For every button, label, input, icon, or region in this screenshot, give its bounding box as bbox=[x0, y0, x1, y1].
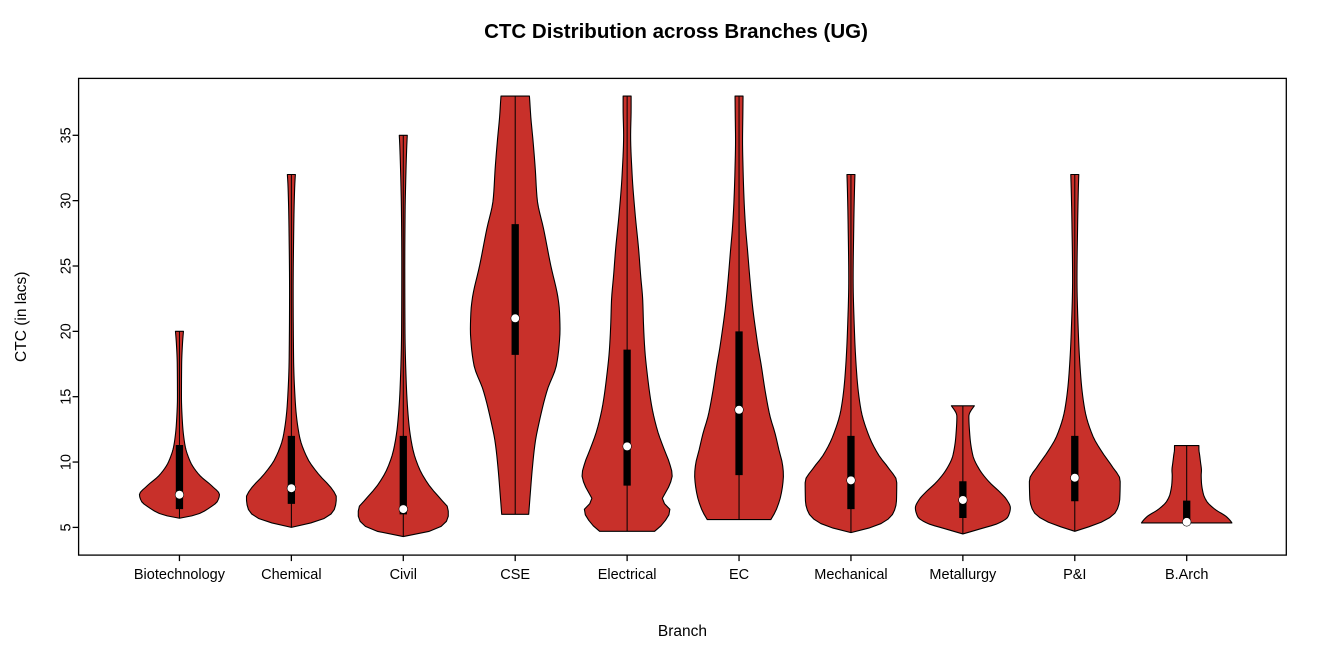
svg-text:Biotechnology: Biotechnology bbox=[134, 567, 226, 583]
svg-text:20: 20 bbox=[58, 323, 74, 339]
svg-text:CTC (in lacs): CTC (in lacs) bbox=[13, 272, 30, 362]
svg-text:EC: EC bbox=[729, 567, 749, 583]
svg-text:Branch: Branch bbox=[658, 623, 707, 640]
svg-text:15: 15 bbox=[58, 389, 74, 405]
svg-text:25: 25 bbox=[58, 258, 74, 274]
svg-text:Metallurgy: Metallurgy bbox=[929, 567, 997, 583]
svg-text:Civil: Civil bbox=[390, 567, 417, 583]
svg-text:35: 35 bbox=[58, 127, 74, 143]
svg-text:10: 10 bbox=[58, 454, 74, 470]
svg-text:CSE: CSE bbox=[500, 567, 530, 583]
svg-text:5: 5 bbox=[58, 523, 74, 531]
svg-text:B.Arch: B.Arch bbox=[1165, 567, 1209, 583]
svg-text:CTC Distribution across Branch: CTC Distribution across Branches (UG) bbox=[484, 20, 868, 43]
svg-text:Electrical: Electrical bbox=[598, 567, 657, 583]
svg-text:30: 30 bbox=[58, 193, 74, 209]
svg-text:Mechanical: Mechanical bbox=[814, 567, 887, 583]
svg-text:Chemical: Chemical bbox=[261, 567, 321, 583]
svg-text:P&I: P&I bbox=[1063, 567, 1086, 583]
